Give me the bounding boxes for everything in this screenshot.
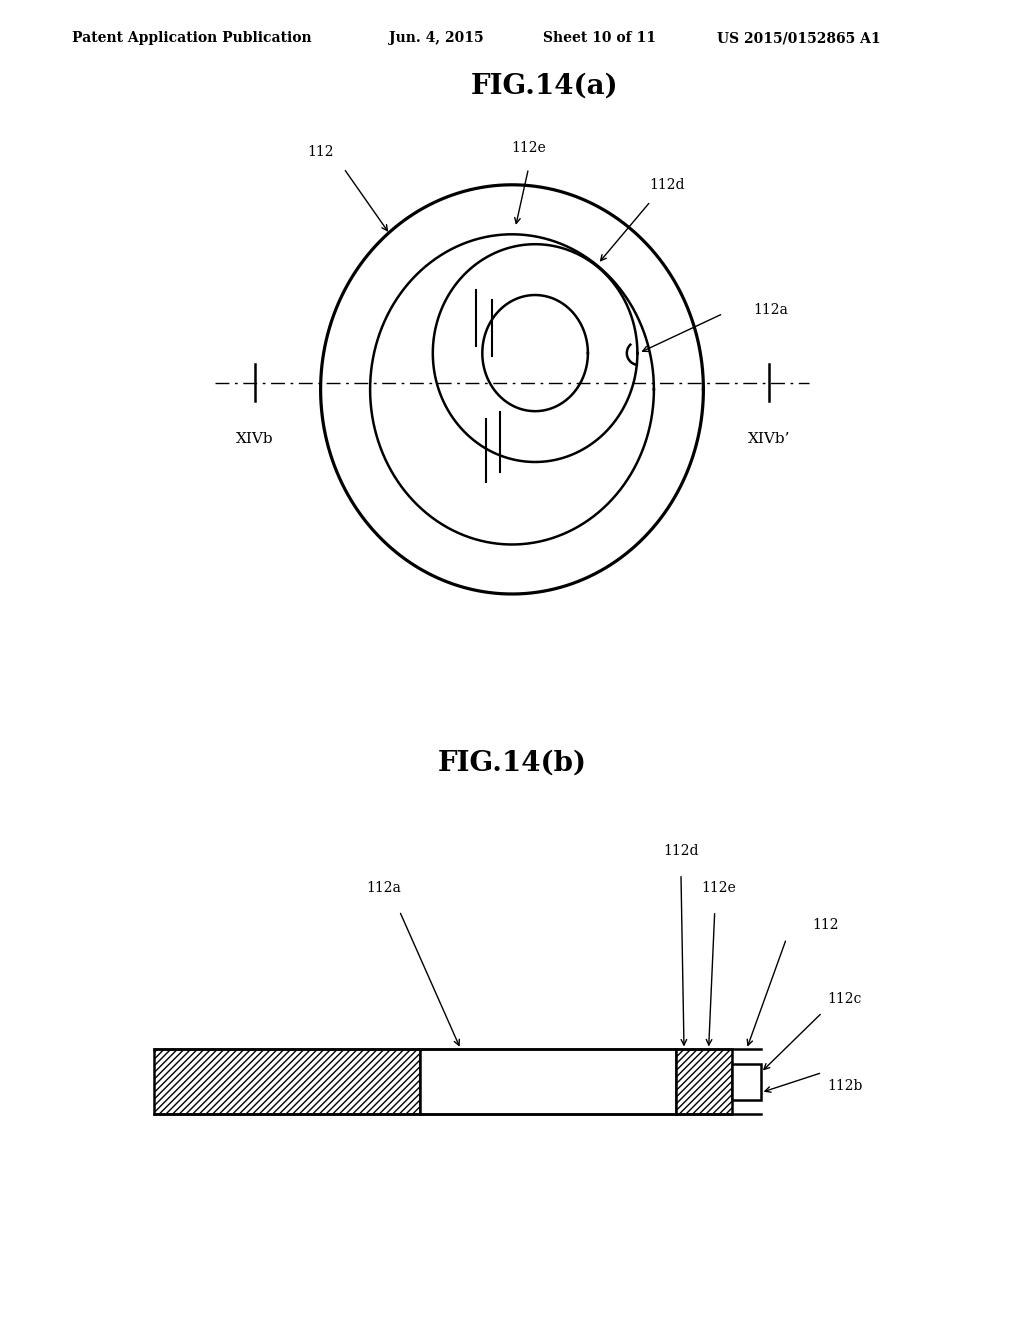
Text: 112d: 112d <box>649 178 685 191</box>
Bar <box>732 1064 761 1100</box>
Text: 112b: 112b <box>827 1080 863 1093</box>
Text: US 2015/0152865 A1: US 2015/0152865 A1 <box>717 32 881 45</box>
Text: 112: 112 <box>307 145 334 158</box>
Text: 112a: 112a <box>367 880 401 895</box>
Bar <box>676 1049 732 1114</box>
Text: Jun. 4, 2015: Jun. 4, 2015 <box>389 32 483 45</box>
Text: Sheet 10 of 11: Sheet 10 of 11 <box>543 32 655 45</box>
Text: 112e: 112e <box>701 880 736 895</box>
Bar <box>154 1049 420 1114</box>
Text: Patent Application Publication: Patent Application Publication <box>72 32 311 45</box>
Bar <box>420 1049 676 1114</box>
Text: XIVb’: XIVb’ <box>749 433 791 446</box>
Text: 112e: 112e <box>511 141 546 156</box>
Text: 112d: 112d <box>664 843 698 858</box>
Text: 112a: 112a <box>753 304 787 317</box>
Text: 112: 112 <box>812 917 839 932</box>
Text: FIG.14(a): FIG.14(a) <box>471 73 618 99</box>
Text: 112c: 112c <box>827 991 862 1006</box>
Text: FIG.14(b): FIG.14(b) <box>437 750 587 776</box>
Text: XIVb: XIVb <box>236 433 273 446</box>
